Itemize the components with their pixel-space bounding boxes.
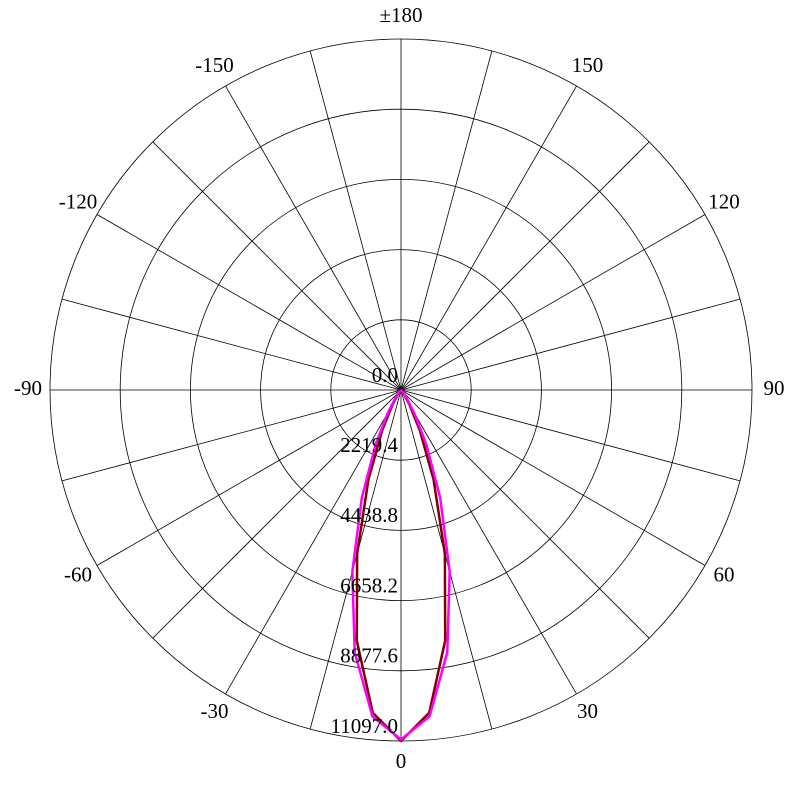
spoke — [400, 50, 493, 391]
spoke — [309, 50, 402, 391]
series-line — [351, 389, 451, 741]
angle-tick-label: 0 — [396, 749, 407, 773]
spoke — [400, 389, 650, 639]
radial-tick-label: 4438.8 — [340, 503, 398, 527]
spoke — [400, 214, 706, 391]
spoke — [152, 141, 402, 391]
angle-tick-label: -120 — [59, 189, 98, 213]
grid-circle — [189, 178, 613, 602]
angle-tick-label: 150 — [572, 53, 604, 77]
radial-tick-label: 11097.0 — [331, 714, 398, 738]
grid-circle — [330, 319, 472, 461]
angle-tick-label: 120 — [708, 189, 740, 213]
spoke — [400, 389, 577, 695]
angle-tick-label: 60 — [714, 562, 735, 586]
spoke — [96, 214, 402, 391]
spoke — [309, 389, 402, 730]
angle-tick-label: -30 — [201, 699, 229, 723]
radial-tick-label: 2219.4 — [340, 433, 398, 457]
spoke — [61, 298, 402, 391]
spoke — [400, 298, 741, 391]
spoke — [400, 85, 577, 391]
angle-tick-label: -60 — [64, 562, 92, 586]
grid-circle — [260, 249, 542, 531]
spoke — [225, 389, 402, 695]
spoke — [400, 141, 650, 391]
angle-tick-label: 30 — [577, 699, 598, 723]
spoke — [400, 389, 706, 566]
angle-tick-label: ±180 — [379, 3, 422, 27]
spoke — [152, 389, 402, 639]
spoke — [61, 389, 402, 482]
spoke — [96, 389, 402, 566]
spoke — [225, 85, 402, 391]
spoke — [400, 389, 741, 482]
angle-tick-label: 90 — [764, 376, 785, 400]
angle-tick-label: -150 — [195, 53, 234, 77]
radial-tick-label: 0.0 — [372, 363, 398, 387]
grid-circle — [119, 108, 683, 672]
radial-tick-label: 6658.2 — [340, 573, 398, 597]
angle-tick-label: -90 — [14, 376, 42, 400]
spoke — [400, 389, 493, 730]
radial-tick-label: 8877.6 — [340, 644, 398, 668]
